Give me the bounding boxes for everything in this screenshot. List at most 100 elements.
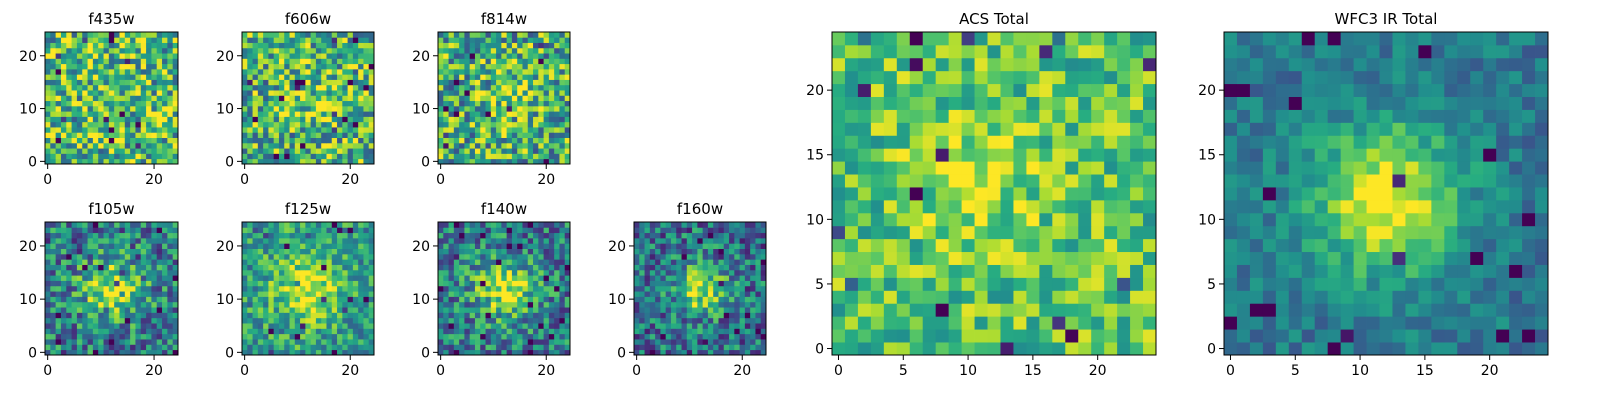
heatmap-cell: [858, 84, 871, 97]
heatmap-cell: [311, 243, 317, 249]
heatmap-cell: [167, 222, 173, 228]
heatmap-cell: [93, 127, 99, 133]
heatmap-cell: [295, 132, 301, 138]
heatmap-cell: [135, 127, 141, 133]
heatmap-cell: [242, 275, 248, 281]
heatmap-cell: [544, 334, 550, 340]
heatmap-cell: [279, 148, 285, 154]
heatmap-cell: [1104, 265, 1117, 278]
heatmap-cell: [311, 69, 317, 75]
heatmap-cell: [119, 243, 125, 249]
heatmap-cell: [98, 275, 104, 281]
heatmap-cell: [337, 143, 343, 149]
heatmap-cell: [755, 270, 761, 276]
heatmap-cell: [130, 238, 136, 244]
heatmap-cell: [729, 270, 735, 276]
x-tick-label: 20: [145, 363, 163, 379]
heatmap-cell: [517, 53, 523, 59]
heatmap-cell: [459, 344, 465, 350]
heatmap-cell: [305, 95, 311, 101]
heatmap-cell: [740, 323, 746, 329]
heatmap-cell: [443, 53, 449, 59]
heatmap-cell: [486, 227, 492, 233]
heatmap-cell: [263, 334, 269, 340]
heatmap-cell: [660, 286, 666, 292]
heatmap-cell: [167, 116, 173, 122]
heatmap-cell: [549, 318, 555, 324]
heatmap-cell: [549, 259, 555, 265]
heatmap-cell: [162, 243, 168, 249]
heatmap-cell: [263, 37, 269, 43]
heatmap-cell: [454, 153, 460, 159]
heatmap-cell: [321, 243, 327, 249]
heatmap-cell: [305, 275, 311, 281]
heatmap-cell: [72, 127, 78, 133]
heatmap-cell: [135, 318, 141, 324]
heatmap-cell: [284, 85, 290, 91]
heatmap-cell: [56, 270, 62, 276]
heatmap-cell: [449, 243, 455, 249]
heatmap-cell: [98, 328, 104, 334]
heatmap-cell: [167, 101, 173, 107]
heatmap-cell: [1000, 187, 1013, 200]
heatmap-cell: [114, 328, 120, 334]
heatmap-cell: [1091, 252, 1104, 265]
heatmap-cell: [554, 344, 560, 350]
heatmap-cell: [316, 323, 322, 329]
heatmap-cell: [559, 222, 565, 228]
heatmap-cell: [517, 344, 523, 350]
heatmap-cell: [358, 127, 364, 133]
heatmap-cell: [522, 43, 528, 49]
heatmap-cell: [157, 249, 163, 255]
heatmap-cell: [167, 80, 173, 86]
heatmap-cell: [645, 233, 651, 239]
heatmap-cell: [263, 90, 269, 96]
heatmap-cell: [740, 307, 746, 313]
heatmap-cell: [755, 233, 761, 239]
heatmap-cell: [311, 254, 317, 260]
heatmap-cell: [104, 95, 110, 101]
heatmap-cell: [697, 243, 703, 249]
y-tick-label: 20: [19, 239, 37, 255]
heatmap-cell: [342, 116, 348, 122]
heatmap-cell: [316, 116, 322, 122]
heatmap-cell: [501, 85, 507, 91]
heatmap-cell: [353, 270, 359, 276]
heatmap-cell: [650, 275, 656, 281]
heatmap-cell: [533, 328, 539, 334]
heatmap-cell: [348, 58, 354, 64]
heatmap-cell: [56, 127, 62, 133]
heatmap-cell: [274, 281, 280, 287]
y-tick-label: 20: [412, 49, 430, 65]
heatmap-cell: [464, 58, 470, 64]
heatmap-cell: [167, 328, 173, 334]
heatmap-cell: [358, 323, 364, 329]
heatmap-cell: [923, 110, 936, 123]
heatmap-cell: [544, 58, 550, 64]
heatmap-cell: [332, 259, 338, 265]
heatmap-cell: [290, 339, 296, 345]
heatmap-cell: [1130, 290, 1143, 303]
heatmap-cell: [141, 243, 147, 249]
heatmap-cell: [337, 116, 343, 122]
heatmap-cell: [135, 334, 141, 340]
heatmap-cell: [135, 80, 141, 86]
heatmap-cell: [522, 233, 528, 239]
heatmap-cell: [119, 312, 125, 318]
heatmap-cell: [247, 227, 253, 233]
heatmap-cell: [342, 85, 348, 91]
heatmap-cell: [501, 275, 507, 281]
heatmap-cell: [88, 37, 94, 43]
heatmap-cell: [348, 254, 354, 260]
heatmap-cell: [151, 302, 157, 308]
heatmap-cell: [353, 148, 359, 154]
heatmap-cell: [135, 48, 141, 54]
heatmap-cell: [713, 302, 719, 308]
heatmap-cell: [151, 270, 157, 276]
heatmap-cell: [93, 291, 99, 297]
heatmap-cell: [549, 291, 555, 297]
heatmap-cell: [443, 312, 449, 318]
heatmap-cell: [443, 233, 449, 239]
heatmap-cell: [88, 328, 94, 334]
heatmap-cell: [157, 127, 163, 133]
